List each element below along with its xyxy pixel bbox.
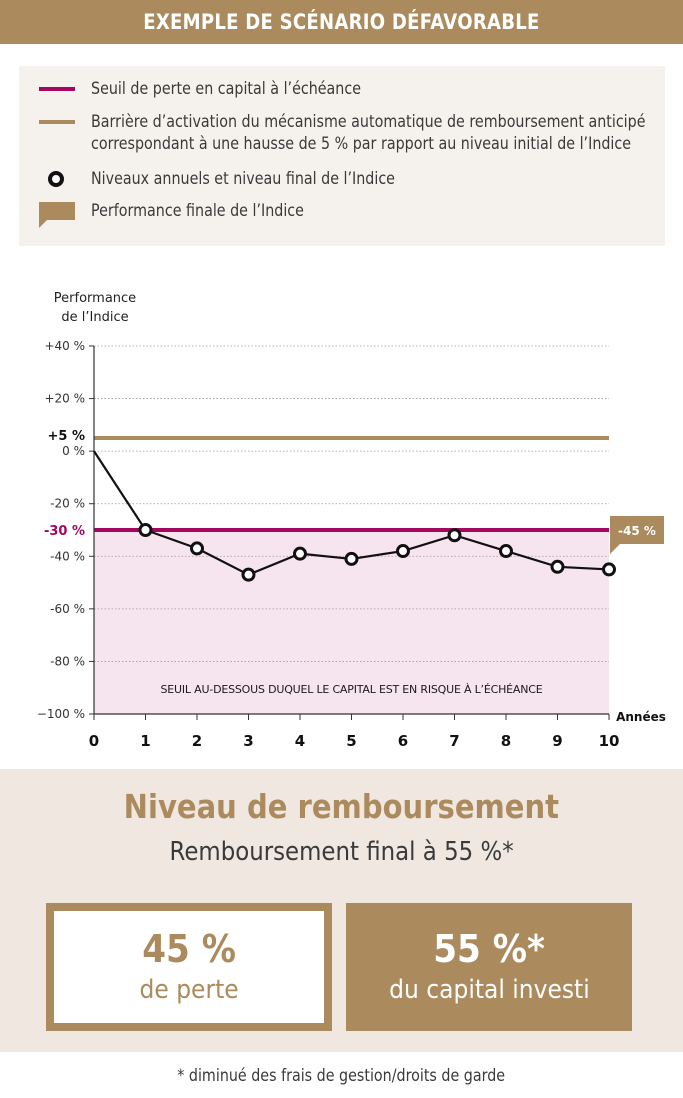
data-point <box>138 523 153 537</box>
x-tick-label: 1 <box>140 732 150 750</box>
y-tick-label: +40 % <box>44 339 85 353</box>
x-tick-label: 5 <box>346 732 356 750</box>
data-point <box>447 528 462 543</box>
performance-chart: Performance de l’Indice SEUIL AU-DESSOUS… <box>37 291 666 750</box>
page-header: EXEMPLE DE SCÉNARIO DÉFAVORABLE <box>0 0 683 44</box>
x-tick-label: 0 <box>89 732 99 750</box>
data-point <box>190 541 204 556</box>
capital-card: 55 %* du capital investi <box>346 903 632 1031</box>
y-tick-label: -60 % <box>50 602 85 616</box>
flag-icon <box>39 202 75 228</box>
capital-value: 55 %* <box>433 927 545 971</box>
y-tick-label: −100 % <box>37 707 85 721</box>
legend-label: Barrière d’activation du mécanisme autom… <box>91 112 646 132</box>
barrier-label: +5 % <box>48 429 86 444</box>
loss-value: 45 % <box>142 927 236 971</box>
x-tick-label: 4 <box>295 732 305 750</box>
loss-threshold-label: -30 % <box>44 524 85 539</box>
series-layer <box>93 450 616 582</box>
risk-zone-label: SEUIL AU-DESSOUS DUQUEL LE CAPITAL EST E… <box>161 683 543 696</box>
reference-lines-layer <box>94 436 609 532</box>
final-flag-label: -45 % <box>618 524 656 538</box>
x-tick-label: 6 <box>398 732 408 750</box>
x-axis-label: Années <box>616 710 666 724</box>
legend-label: Performance finale de l’Indice <box>91 201 304 221</box>
y-tick-label: -40 % <box>50 549 85 563</box>
red-line-icon <box>39 87 75 91</box>
legend: Seuil de perte en capital à l’échéance B… <box>19 66 665 246</box>
data-point <box>241 567 256 582</box>
legend-label-line2: correspondant à une hausse de 5 % par ra… <box>91 134 632 154</box>
y-tick-label: +20 % <box>44 392 85 406</box>
data-point <box>550 559 565 574</box>
capital-label: du capital investi <box>388 975 590 1005</box>
y-tick-label: -80 % <box>50 654 85 668</box>
y-tick-label: 0 % <box>62 444 85 458</box>
y-tick-label: -20 % <box>50 497 85 511</box>
axes-layer <box>89 345 610 720</box>
x-tick-label: 9 <box>552 732 562 750</box>
risk-zone-layer: SEUIL AU-DESSOUS DUQUEL LE CAPITAL EST E… <box>94 530 609 714</box>
data-point <box>396 544 410 559</box>
legend-label: Seuil de perte en capital à l’échéance <box>91 79 361 99</box>
labels-layer: +40 % +20 % 0 % -20 % -40 % -60 % -80 % −100 % +… <box>37 339 666 750</box>
data-point <box>602 562 616 577</box>
refund-section: Niveau de remboursement Remboursement fi… <box>0 769 683 1052</box>
circle-marker-icon <box>48 171 64 187</box>
x-tick-label: 3 <box>243 732 253 750</box>
y-axis-label-line2: de l’Indice <box>61 310 128 325</box>
legend-label: Niveaux annuels et niveau final de l’Ind… <box>91 169 395 189</box>
refund-title: Niveau de remboursement <box>123 787 560 826</box>
x-tick-label: 10 <box>599 732 620 750</box>
footnote: * diminué des frais de gestion/droits de… <box>177 1066 506 1086</box>
gold-line-icon <box>39 120 75 124</box>
data-point <box>499 544 513 559</box>
page-title: EXEMPLE DE SCÉNARIO DÉFAVORABLE <box>143 10 540 34</box>
x-tick-label: 8 <box>501 732 511 750</box>
final-flag <box>610 516 664 554</box>
data-point <box>344 551 359 566</box>
loss-label: de perte <box>139 975 239 1005</box>
y-axis-label-line1: Performance <box>54 291 136 306</box>
refund-subtitle: Remboursement final à 55 %* <box>169 837 514 867</box>
x-tick-label: 7 <box>449 732 459 750</box>
data-point <box>293 546 307 561</box>
loss-card: 45 % de perte <box>46 903 332 1031</box>
x-tick-label: 2 <box>192 732 202 750</box>
